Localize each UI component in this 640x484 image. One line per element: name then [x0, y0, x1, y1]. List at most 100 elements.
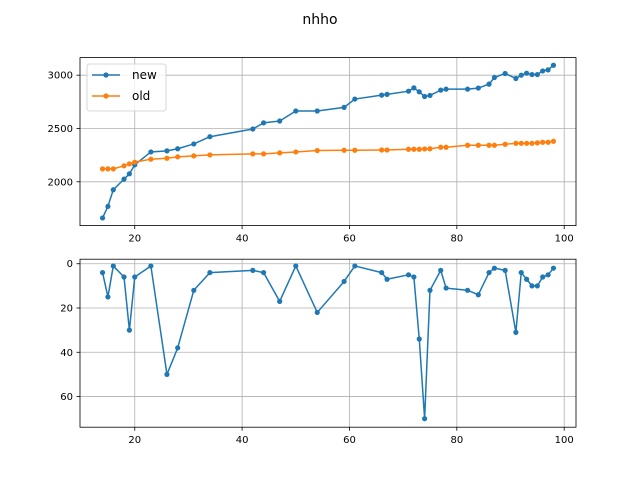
- axes-frame: [79, 57, 577, 226]
- legend-marker-new: [103, 72, 109, 78]
- data-point-new: [379, 92, 385, 98]
- data-point-diff: [121, 274, 127, 280]
- data-point-diff: [105, 294, 111, 300]
- data-point-diff: [314, 309, 320, 316]
- x-tick-label: 60: [343, 234, 356, 245]
- data-point-diff: [384, 276, 390, 282]
- y-tick-label: 60: [60, 392, 73, 403]
- legend-marker-old: [103, 93, 109, 99]
- data-point-diff: [126, 327, 132, 333]
- y-tick-label: 20: [60, 304, 73, 315]
- data-point-old: [524, 140, 530, 146]
- x-tick-label: 80: [450, 234, 463, 245]
- y-tick-label: 0: [67, 259, 73, 270]
- data-point-old: [132, 159, 138, 165]
- top-axes: 20 40 60 80 100 2000 2500 3000 new old: [48, 57, 577, 245]
- x-tick-label: 40: [236, 435, 249, 446]
- data-point-new: [411, 85, 417, 91]
- data-point-new: [352, 96, 358, 102]
- data-point-old: [175, 154, 181, 160]
- data-point-diff: [379, 269, 385, 276]
- data-point-old: [99, 166, 106, 172]
- data-point-old: [207, 152, 213, 158]
- data-point-new: [121, 176, 127, 182]
- data-point-diff: [534, 283, 540, 289]
- x-tick-label: 80: [450, 435, 463, 446]
- data-point-old: [416, 146, 422, 152]
- legend: new old: [86, 63, 167, 112]
- data-point-new: [540, 68, 546, 74]
- data-point-diff: [475, 292, 481, 298]
- data-point-old: [486, 142, 492, 148]
- data-point-diff: [110, 263, 116, 269]
- data-point-old: [250, 151, 256, 157]
- data-point-new: [207, 134, 213, 140]
- data-point-new: [110, 187, 116, 193]
- data-point-old: [341, 147, 347, 153]
- data-point-old: [105, 166, 111, 172]
- data-point-new: [164, 148, 170, 154]
- data-point-diff: [411, 274, 417, 280]
- data-point-new: [486, 81, 492, 87]
- data-point-new: [260, 120, 267, 126]
- x-tick-label: 100: [555, 234, 574, 245]
- data-point-new: [427, 92, 433, 99]
- data-point-diff: [550, 265, 557, 271]
- data-point-old: [427, 146, 433, 152]
- data-point-old: [529, 140, 535, 146]
- data-point-new: [545, 67, 551, 73]
- y-tick-label: 2000: [48, 177, 73, 188]
- data-point-old: [293, 149, 299, 155]
- data-point-diff: [540, 274, 546, 280]
- data-point-diff: [250, 267, 256, 273]
- data-point-new: [524, 70, 530, 76]
- data-point-old: [405, 146, 412, 152]
- data-point-diff: [513, 329, 519, 335]
- data-point-diff: [175, 345, 181, 351]
- data-point-new: [502, 70, 508, 77]
- data-point-old: [475, 142, 481, 148]
- data-point-new: [443, 86, 449, 92]
- x-tick-label: 60: [343, 435, 356, 446]
- y-tick-label: 3000: [48, 71, 73, 82]
- x-tick-label: 20: [128, 234, 141, 245]
- data-point-old: [502, 141, 508, 147]
- data-point-new: [105, 203, 111, 210]
- data-point-old: [110, 166, 116, 172]
- data-point-old: [443, 144, 449, 150]
- data-point-diff: [545, 272, 551, 278]
- data-point-diff: [491, 265, 498, 271]
- chart-title: nhho: [302, 12, 337, 28]
- data-point-old: [438, 144, 444, 150]
- data-point-new: [422, 93, 428, 100]
- data-point-diff: [416, 336, 422, 342]
- data-point-diff: [99, 269, 106, 276]
- data-point-new: [416, 89, 422, 95]
- bottom-axes: 20 40 60 80 100 0 20 40 60: [60, 258, 577, 446]
- data-point-old: [384, 147, 390, 153]
- data-point-new: [550, 62, 557, 68]
- data-point-new: [191, 141, 197, 147]
- data-point-diff: [422, 416, 428, 422]
- data-point-diff: [529, 283, 535, 289]
- data-point-old: [422, 146, 428, 152]
- data-point-old: [191, 153, 197, 159]
- data-point-new: [148, 149, 154, 155]
- data-point-diff: [148, 263, 154, 269]
- data-point-old: [464, 142, 471, 148]
- data-point-new: [175, 146, 181, 152]
- data-point-diff: [518, 269, 524, 276]
- data-point-old: [314, 147, 320, 154]
- data-point-old: [121, 163, 127, 169]
- data-point-diff: [464, 287, 471, 293]
- data-point-old: [379, 147, 385, 153]
- data-point-diff: [207, 269, 213, 276]
- data-point-old: [277, 150, 283, 156]
- series-line-old: [102, 140, 554, 170]
- data-point-new: [518, 72, 524, 78]
- data-point-diff: [260, 269, 267, 276]
- data-point-diff: [427, 287, 433, 293]
- data-point-new: [277, 118, 283, 124]
- data-point-diff: [341, 278, 347, 285]
